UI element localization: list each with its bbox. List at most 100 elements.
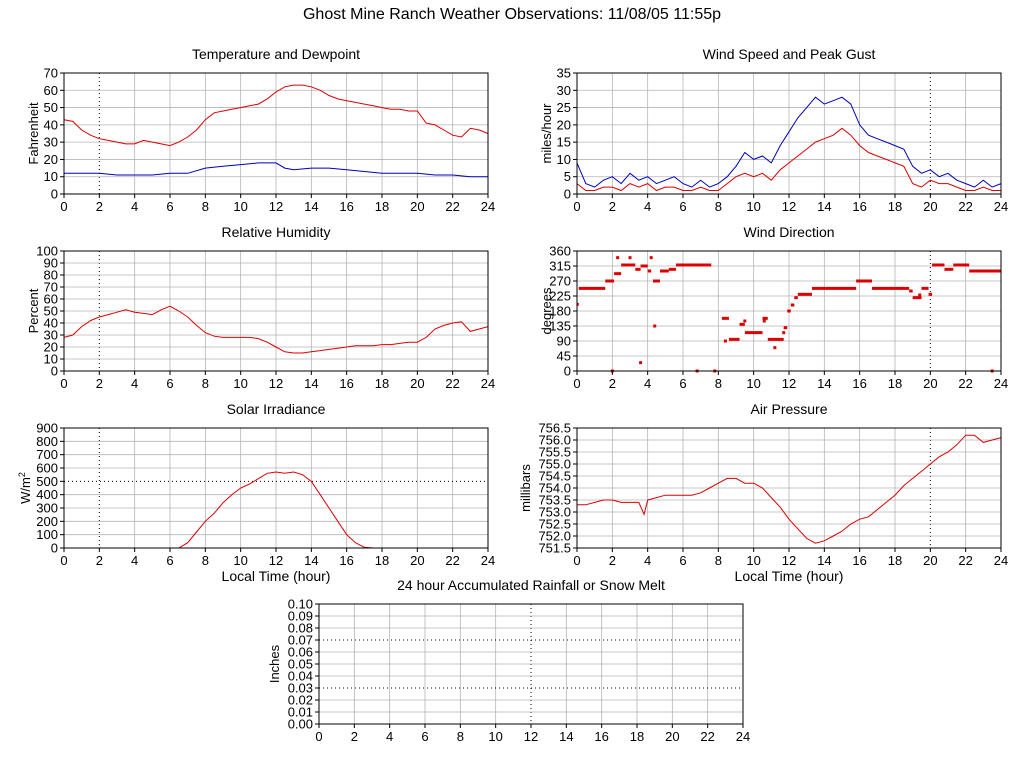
x-tick-label: 18 [375, 553, 389, 568]
x-tick-label: 16 [339, 376, 353, 391]
x-tick-label: 0 [60, 376, 67, 391]
x-tick-label: 4 [131, 199, 138, 214]
pressure-ylabel: millibars [518, 464, 533, 512]
y-tick-label: 40 [44, 316, 58, 331]
y-tick-label: 900 [36, 421, 58, 436]
x-tick-label: 20 [923, 553, 937, 568]
winddir-ylabel: degrees [539, 287, 554, 334]
temp-series-line-0 [63, 84, 489, 147]
x-tick-label: 12 [524, 729, 538, 744]
y-tick-label: 300 [36, 501, 58, 516]
x-tick-label: 6 [679, 199, 686, 214]
x-tick-label: 2 [96, 199, 103, 214]
x-tick-label: 18 [375, 376, 389, 391]
y-tick-label: 0.08 [288, 621, 313, 636]
ylabel-superscript: 2 [17, 472, 27, 477]
y-tick-label: 0.04 [288, 669, 313, 684]
x-tick-label: 20 [923, 376, 937, 391]
y-tick-label: 755.5 [538, 445, 571, 460]
winddir-point [743, 319, 747, 323]
wind-chart: 0 2 4 6 8 10 12 14 16 18 20 22 2405101520253035Wind … [539, 46, 1008, 214]
y-tick-label: 754.5 [538, 469, 571, 484]
y-tick-label: 20 [44, 340, 58, 355]
y-tick-label: 10 [557, 152, 571, 167]
winddir-title: Wind Direction [743, 224, 834, 240]
x-tick-label: 2 [609, 553, 616, 568]
y-tick-label: 600 [36, 461, 58, 476]
x-tick-label: 16 [852, 553, 866, 568]
solar-ylabel: W/m2 [17, 472, 33, 504]
y-tick-label: 90 [557, 334, 571, 349]
winddir-point [723, 339, 727, 343]
y-tick-label: 60 [44, 292, 58, 307]
y-tick-label: 200 [36, 514, 58, 529]
solar-title: Solar Irradiance [227, 401, 326, 417]
y-tick-label: 0 [51, 541, 58, 556]
y-tick-label: 40 [44, 117, 58, 132]
rain-title: 24 hour Accumulated Rainfall or Snow Mel… [397, 577, 665, 593]
x-tick-label: 20 [410, 553, 424, 568]
x-tick-label: 6 [166, 553, 173, 568]
y-tick-label: 20 [557, 117, 571, 132]
y-tick-label: 0 [51, 187, 58, 202]
y-tick-label: 135 [549, 319, 571, 334]
x-tick-label: 0 [315, 729, 322, 744]
y-tick-label: 80 [44, 268, 58, 283]
x-tick-label: 0 [573, 553, 580, 568]
humidity-ylabel: Percent [26, 288, 41, 333]
humidity-chart: 0 2 4 6 8 10 12 14 16 18 20 22 240102030405060708090… [26, 224, 495, 391]
y-tick-label: 752.5 [538, 517, 571, 532]
x-tick-label: 22 [958, 376, 972, 391]
x-tick-label: 10 [746, 376, 760, 391]
y-tick-label: 0.00 [288, 717, 313, 732]
y-tick-label: 360 [549, 244, 571, 259]
x-tick-label: 14 [817, 376, 831, 391]
x-tick-label: 16 [852, 376, 866, 391]
y-tick-label: 25 [557, 100, 571, 115]
x-tick-label: 22 [445, 199, 459, 214]
y-tick-label: 60 [44, 83, 58, 98]
y-tick-label: 70 [44, 280, 58, 295]
winddir-point [653, 324, 657, 328]
x-tick-label: 8 [202, 376, 209, 391]
x-tick-label: 16 [339, 553, 353, 568]
x-tick-label: 12 [269, 376, 283, 391]
y-tick-label: 70 [44, 66, 58, 81]
y-tick-label: 10 [44, 352, 58, 367]
y-tick-label: 0.03 [288, 681, 313, 696]
temp-series-line-1 [64, 162, 488, 178]
x-tick-label: 24 [481, 199, 495, 214]
y-tick-label: 400 [36, 487, 58, 502]
winddir-point [918, 293, 922, 297]
x-tick-label: 6 [166, 376, 173, 391]
x-tick-label: 6 [679, 553, 686, 568]
winddir-point [782, 331, 786, 335]
y-tick-label: 0.09 [288, 609, 313, 624]
wind-ylabel: miles/hour [539, 103, 554, 164]
x-tick-label: 18 [888, 553, 902, 568]
solar-chart: 0 2 4 6 8 10 12 14 16 18 20 22 240100200300400500600… [17, 401, 495, 584]
x-tick-label: 24 [994, 553, 1008, 568]
x-tick-label: 4 [644, 199, 651, 214]
x-tick-label: 2 [96, 376, 103, 391]
y-tick-label: 0.06 [288, 645, 313, 660]
pressure-title: Air Pressure [750, 401, 827, 417]
y-tick-label: 30 [44, 328, 58, 343]
solar-series-line-0 [64, 471, 488, 549]
x-tick-label: 10 [746, 199, 760, 214]
x-tick-label: 6 [679, 376, 686, 391]
y-tick-label: 10 [44, 169, 58, 184]
winddir-point [639, 361, 643, 365]
x-tick-label: 2 [351, 729, 358, 744]
pressure-xlabel: Local Time (hour) [735, 568, 844, 584]
y-tick-label: 754.0 [538, 481, 571, 496]
x-tick-label: 24 [994, 199, 1008, 214]
x-tick-label: 20 [410, 376, 424, 391]
rain-ylabel: Inches [267, 644, 282, 683]
y-tick-label: 225 [549, 289, 571, 304]
y-tick-label: 5 [564, 169, 571, 184]
y-tick-label: 751.5 [538, 541, 571, 556]
x-tick-label: 22 [958, 553, 972, 568]
x-tick-label: 14 [304, 553, 318, 568]
